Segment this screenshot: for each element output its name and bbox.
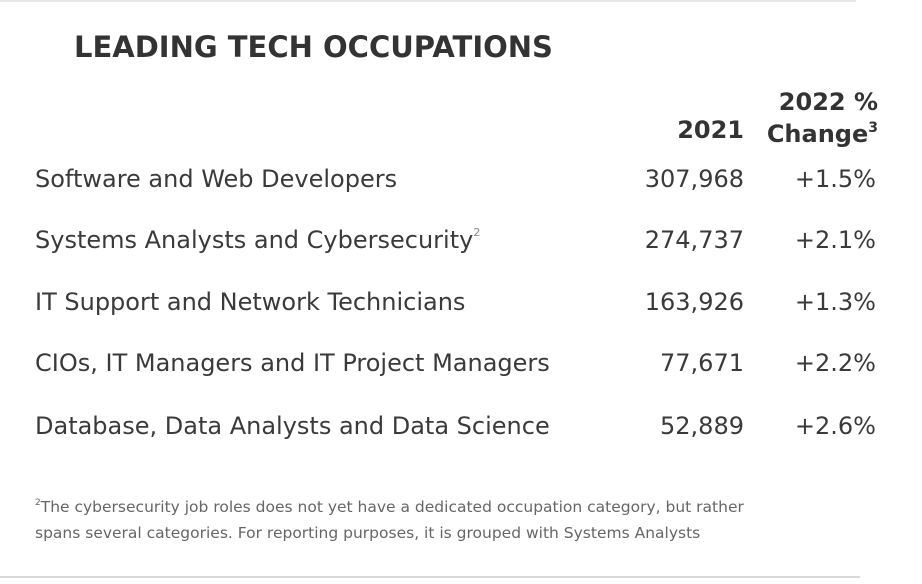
occupation-label: IT Support and Network Technicians [35,288,465,316]
header-2021: 2021 [677,116,744,144]
value-2021: 307,968 [644,165,744,193]
occupation-name: IT Support and Network Technicians [35,288,466,316]
value-2021: 77,671 [660,349,744,377]
occupation-label: Database, Data Analysts and Data Science [35,412,550,440]
table-title: LEADING TECH OCCUPATIONS [74,30,553,64]
occupation-label: Software and Web Developers [35,165,397,193]
table-row: Database, Data Analysts and Data Science… [0,412,922,452]
footnote-line2: spans several categories. For reporting … [35,524,701,542]
occupation-label: Systems Analysts and Cybersecurity2 [35,226,480,254]
footnote-text-1: The cybersecurity job roles does not yet… [40,498,744,516]
footnote-line1: 2The cybersecurity job roles does not ye… [35,494,835,520]
change-2022: +2.2% [794,349,876,377]
footnote: 2The cybersecurity job roles does not ye… [35,494,835,546]
footnote-marker: 2 [35,498,41,508]
header-2022-line2: Change3 [767,118,878,150]
change-2022: +1.3% [794,288,876,316]
change-2022: +2.1% [794,226,876,254]
occupation-name: Systems Analysts and Cybersecurity [35,226,474,254]
change-2022: +2.6% [794,412,876,440]
change-2022: +1.5% [794,165,876,193]
value-2021: 52,889 [660,412,744,440]
occupation-label: CIOs, IT Managers and IT Project Manager… [35,349,550,377]
occupation-name: CIOs, IT Managers and IT Project Manager… [35,349,550,377]
top-divider [0,0,856,2]
value-2021: 274,737 [644,226,744,254]
header-2022-line1: 2022 % [778,88,878,116]
occupation-name: Software and Web Developers [35,165,398,193]
occupation-footnote-marker: 2 [473,226,481,239]
header-2022-change: 2022 % Change3 [767,86,878,150]
table-row: CIOs, IT Managers and IT Project Manager… [0,349,922,389]
value-2021: 163,926 [644,288,744,316]
occupation-name: Database, Data Analysts and Data Science [35,412,550,440]
header-footnote-marker: 3 [868,120,878,136]
header-change-label: Change [766,120,869,148]
table-row: Software and Web Developers 307,968 +1.5… [0,165,922,205]
table-row: Systems Analysts and Cybersecurity2 274,… [0,226,922,266]
bottom-divider [0,576,860,578]
table-row: IT Support and Network Technicians 163,9… [0,288,922,328]
